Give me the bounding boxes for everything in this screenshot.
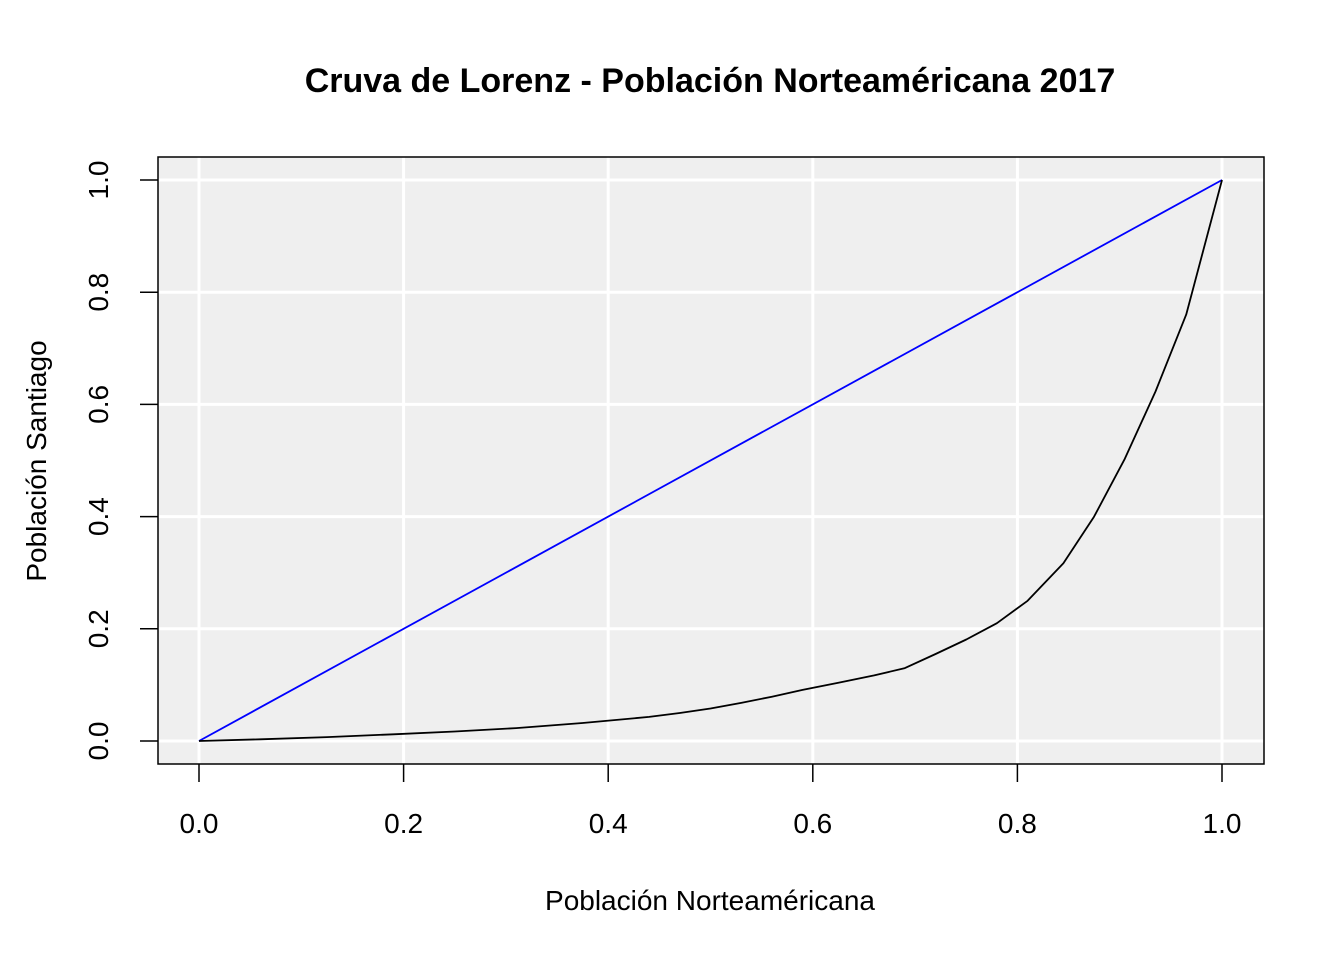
y-tick-label: 0.2 — [83, 609, 114, 648]
y-tick-label: 0.4 — [83, 497, 114, 536]
x-axis: 0.0 0.2 0.4 0.6 0.8 1.0 — [180, 764, 1242, 839]
y-axis-label: Población Santiago — [21, 340, 52, 581]
y-axis: 0.0 0.2 0.4 0.6 0.8 1.0 — [83, 161, 158, 761]
x-tick-label: 0.4 — [589, 808, 628, 839]
x-tick-label: 1.0 — [1203, 808, 1242, 839]
y-tick-label: 1.0 — [83, 161, 114, 200]
plot-border — [157, 156, 1265, 765]
x-axis-label: Población Norteaméricana — [545, 885, 875, 916]
lorenz-curve — [198, 179, 1223, 742]
grid — [158, 157, 1264, 764]
series-layer — [198, 179, 1223, 742]
y-tick-label: 0.6 — [83, 385, 114, 424]
x-tick-label: 0.6 — [793, 808, 832, 839]
x-tick-label: 0.8 — [998, 808, 1037, 839]
equality-line — [198, 179, 1223, 742]
x-tick-label: 0.0 — [180, 808, 219, 839]
chart-title: Cruva de Lorenz - Población Norteamérica… — [305, 62, 1116, 100]
x-tick-label: 0.2 — [384, 808, 423, 839]
y-tick-label: 0.8 — [83, 273, 114, 312]
y-tick-label: 0.0 — [83, 722, 114, 761]
